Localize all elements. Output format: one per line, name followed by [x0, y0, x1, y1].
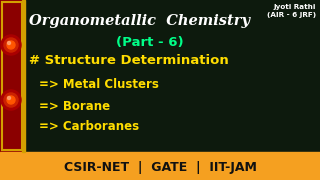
Text: => Borane: => Borane [39, 100, 110, 113]
Text: # Structure Determination: # Structure Determination [29, 54, 229, 67]
Circle shape [7, 96, 11, 100]
Circle shape [7, 42, 11, 44]
Bar [0, 0, 320, 152]
Circle shape [4, 38, 18, 52]
Text: => Metal Clusters: => Metal Clusters [39, 78, 159, 91]
Bar [0, 152, 320, 180]
Text: (Part - 6): (Part - 6) [116, 36, 184, 49]
Circle shape [7, 41, 15, 49]
Text: CSIR-NET  |  GATE  |  IIT-JAM: CSIR-NET | GATE | IIT-JAM [64, 161, 256, 174]
Bar [22, 0, 25, 152]
Text: Jyoti Rathi
(AIR - 6 JRF): Jyoti Rathi (AIR - 6 JRF) [267, 4, 316, 18]
Text: => Carboranes: => Carboranes [39, 120, 139, 133]
Circle shape [1, 90, 21, 110]
Bar [0, 0, 22, 152]
Text: Organometallic  Chemistry: Organometallic Chemistry [29, 14, 250, 28]
Circle shape [7, 96, 15, 104]
Circle shape [1, 35, 21, 55]
Circle shape [4, 93, 18, 107]
